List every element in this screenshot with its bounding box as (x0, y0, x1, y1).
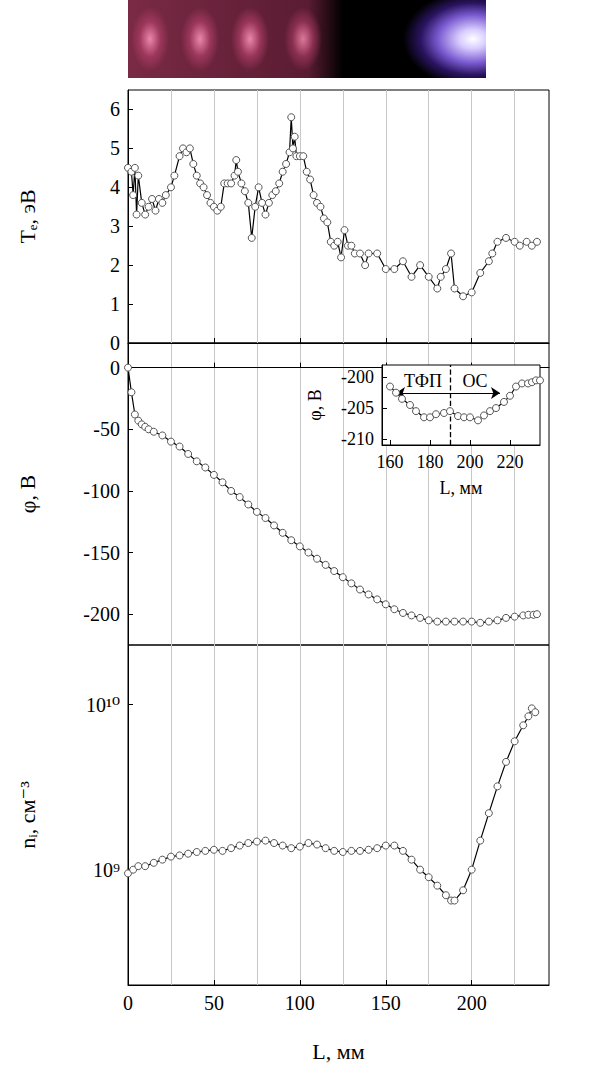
svg-text:2: 2 (110, 254, 120, 276)
svg-text:5: 5 (110, 137, 120, 159)
svg-text:200: 200 (457, 452, 484, 472)
svg-text:0: 0 (110, 332, 120, 354)
svg-text:3: 3 (110, 215, 120, 237)
svg-text:10⁹: 10⁹ (93, 859, 120, 881)
svg-text:-200: -200 (341, 367, 374, 387)
svg-text:6: 6 (110, 98, 120, 120)
svg-text:-210: -210 (341, 429, 374, 449)
svg-text:150: 150 (371, 992, 401, 1014)
svg-text:L, мм: L, мм (440, 478, 483, 498)
svg-text:-200: -200 (83, 603, 120, 625)
svg-text:φ, В: φ, В (15, 475, 40, 513)
svg-text:200: 200 (457, 992, 487, 1014)
svg-text:-50: -50 (93, 418, 120, 440)
svg-text:ТФП: ТФП (404, 371, 442, 391)
svg-text:0: 0 (110, 357, 120, 379)
svg-text:1: 1 (110, 293, 120, 315)
svg-text:nᵢ, см⁻³: nᵢ, см⁻³ (15, 781, 40, 849)
svg-text:-205: -205 (341, 398, 374, 418)
svg-text:100: 100 (285, 992, 315, 1014)
svg-text:220: 220 (497, 452, 524, 472)
svg-text:0: 0 (123, 992, 133, 1014)
svg-text:-100: -100 (83, 480, 120, 502)
svg-text:180: 180 (417, 452, 444, 472)
svg-text:Tₑ, эВ: Tₑ, эВ (15, 189, 40, 243)
svg-text:160: 160 (377, 452, 404, 472)
svg-text:50: 50 (204, 992, 224, 1014)
svg-text:-150: -150 (83, 542, 120, 564)
svg-text:φ, В: φ, В (305, 389, 325, 420)
svg-text:10¹⁰: 10¹⁰ (86, 694, 120, 716)
svg-text:4: 4 (110, 176, 120, 198)
svg-text:L, мм: L, мм (312, 1039, 364, 1064)
svg-text:ОС: ОС (462, 371, 487, 391)
